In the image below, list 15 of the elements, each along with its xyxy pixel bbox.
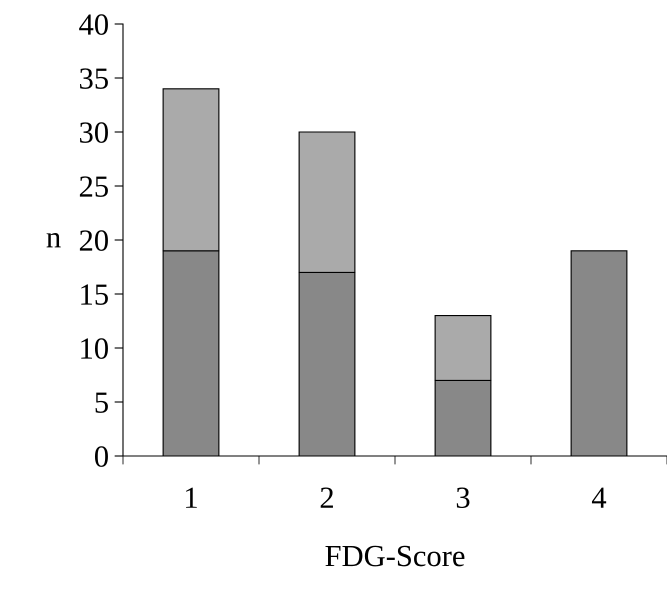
x-tick-label: 3 (456, 488, 470, 508)
y-tick-label: 15 (81, 284, 108, 305)
y-tick-label: 35 (80, 68, 108, 89)
x-tick-label: 2 (320, 488, 333, 508)
y-tick-label: 25 (80, 176, 108, 197)
y-tick-label: 30 (80, 122, 108, 143)
y-axis-title: n (46, 232, 61, 248)
x-tick-label: 4 (592, 488, 606, 508)
y-tick-label: 5 (96, 392, 108, 413)
y-tick-label: 10 (81, 338, 108, 359)
y-tick-label: 0 (95, 446, 108, 467)
x-tick-label: 1 (186, 488, 197, 508)
x-axis-title: FDG-Score (325, 546, 464, 566)
y-tick-label: 40 (79, 14, 108, 35)
y-tick-label: 20 (80, 230, 108, 251)
